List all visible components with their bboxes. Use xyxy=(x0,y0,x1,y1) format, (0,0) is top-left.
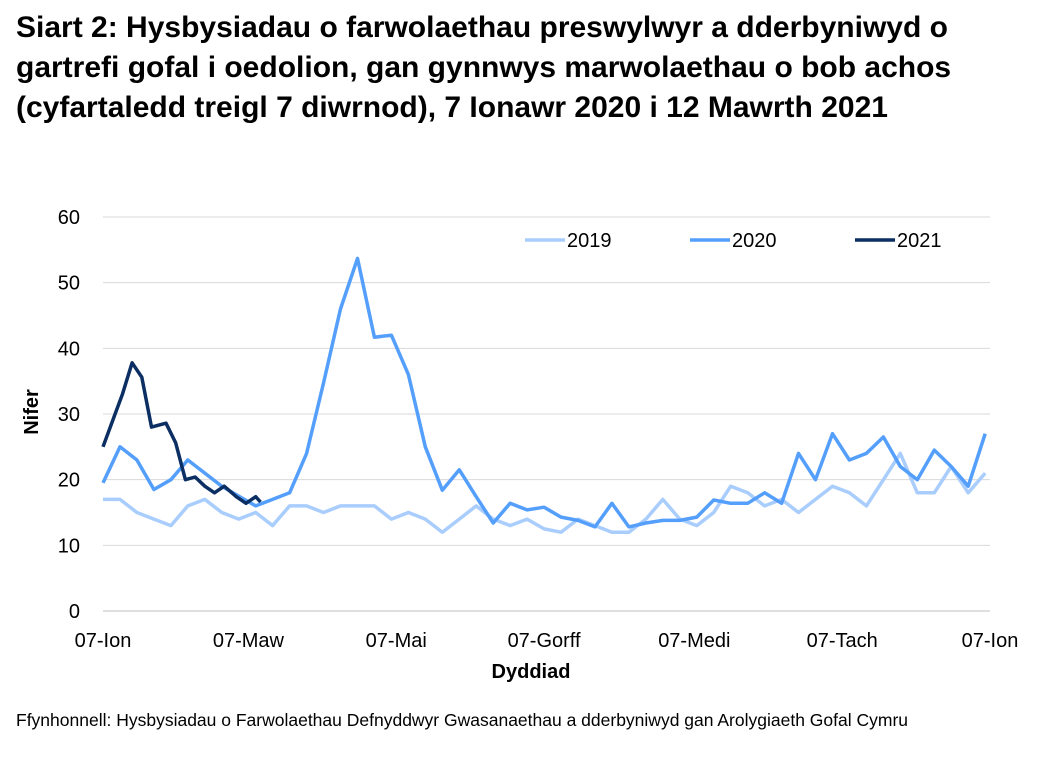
x-tick-label: 07-Gorff xyxy=(508,630,581,652)
y-tick-label: 40 xyxy=(58,338,80,360)
y-axis-title: Nifer xyxy=(21,389,43,435)
source-note: Ffynhonnell: Hysbysiadau o Farwolaethau … xyxy=(16,710,909,730)
series-line-2021 xyxy=(101,361,262,506)
x-tick-label: 07-Ion xyxy=(962,630,1019,652)
series-line-2020 xyxy=(101,256,987,529)
series-line-2019 xyxy=(103,451,987,534)
legend-label-2021: 2021 xyxy=(897,230,942,252)
chart-title: Siart 2: Hysbysiadau o farwolaethau pres… xyxy=(16,11,952,124)
legend-label-2020: 2020 xyxy=(732,230,777,252)
y-tick-label: 0 xyxy=(69,601,80,623)
y-tick-label: 60 xyxy=(58,207,80,229)
y-tick-label: 20 xyxy=(58,470,80,492)
x-tick-label: 07-Maw xyxy=(213,630,285,652)
x-axis-title: Dyddiad xyxy=(492,661,571,683)
x-tick-label: 07-Tach xyxy=(807,630,878,652)
x-tick-label: 07-Mai xyxy=(366,630,427,652)
y-tick-label: 10 xyxy=(58,535,80,557)
x-tick-label: 07-Ion xyxy=(75,630,132,652)
y-tick-label: 30 xyxy=(58,404,80,426)
x-tick-label: 07-Medi xyxy=(658,630,730,652)
y-tick-label: 50 xyxy=(58,273,80,295)
legend-label-2019: 2019 xyxy=(567,230,612,252)
